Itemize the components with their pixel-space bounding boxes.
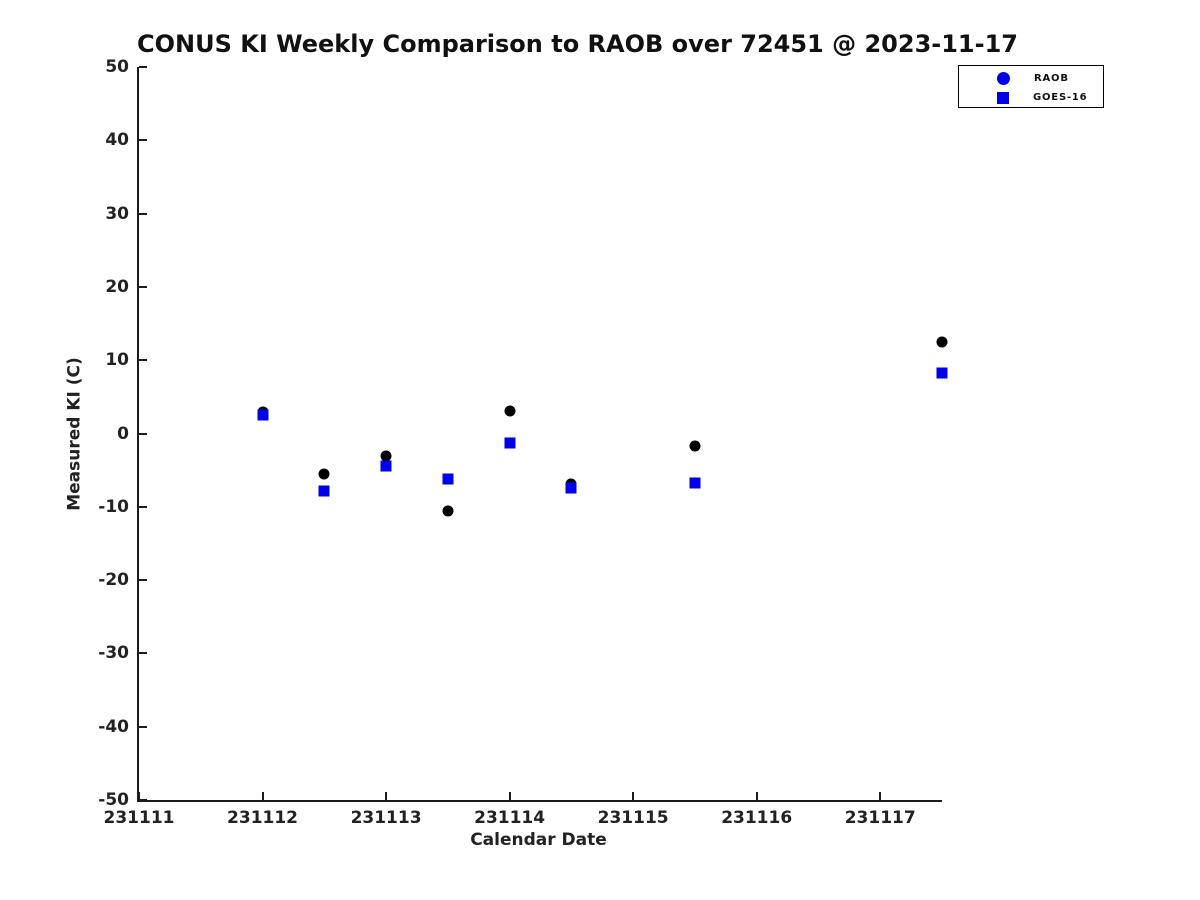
goes-16-legend-marker-icon [997,91,1009,104]
plot-area: 231111 231112 231113 231114 231115 231116 2311… [98,57,948,828]
legend: RAOB GOES-16 [958,65,1104,108]
goes-16-data-point [936,367,948,379]
y-axis-tick [139,505,147,508]
y-axis-tick [139,212,147,215]
x-axis-tick-label: 231112 [227,808,299,828]
x-axis-tick-label: 231116 [721,808,793,828]
x-axis-tick [385,792,388,800]
y-axis-tick [139,139,147,142]
goes-16-data-point [565,482,577,494]
x-axis-tick-label: 231117 [844,808,916,828]
y-axis-tick-label: 10 [105,350,129,371]
y-axis-tick-label: -30 [98,643,129,664]
legend-label-raob: RAOB [1034,73,1069,84]
y-axis-tick [139,66,147,68]
goes-16-data-point [442,473,454,485]
goes-16-data-point [689,477,701,489]
y-axis-tick-label: 0 [117,423,129,444]
y-axis-tick-label: -20 [98,570,129,591]
legend-label-goes-16: GOES-16 [1033,92,1088,103]
y-axis-tick-label: 40 [105,130,129,151]
raob-data-point [380,450,392,462]
y-axis-tick-label: 20 [105,276,129,297]
y-axis-tick [139,652,147,655]
y-axis-tick-label: -50 [98,790,129,810]
y-axis-tick-label: -10 [98,496,129,517]
goes-16-data-point [257,409,269,421]
y-axis-tick-label: 50 [105,57,129,77]
x-axis-tick-label: 231111 [103,808,175,828]
goes-16-data-point [380,460,392,472]
goes-16-data-point [318,485,330,497]
y-axis-tick [139,285,147,288]
raob-data-point [689,440,701,452]
raob-legend-marker-icon [997,72,1010,85]
x-axis-tick-label: 231114 [474,808,546,828]
y-axis-tick [139,359,147,362]
x-axis-label: Calendar Date [470,830,607,850]
x-axis-tick-label: 231115 [597,808,669,828]
y-axis-tick-label: -40 [98,716,129,737]
chart-title: CONUS KI Weekly Comparison to RAOB over … [137,30,1018,58]
x-axis-tick [138,792,140,800]
y-axis-tick-label: 30 [105,203,129,224]
legend-item-goes-16: GOES-16 [959,88,1103,107]
x-axis-tick [508,792,511,800]
y-axis-tick [139,579,147,582]
raob-data-point [442,505,454,517]
x-axis-tick [632,792,635,800]
goes-16-data-point [504,437,516,449]
legend-item-raob: RAOB [959,69,1103,88]
raob-data-point [318,468,330,480]
y-axis-tick [139,432,147,435]
x-axis-tick [879,792,882,800]
raob-data-point [504,405,516,417]
y-axis-tick [139,799,147,801]
raob-data-point [936,336,948,348]
x-axis-tick [261,792,264,800]
x-axis-tick-label: 231113 [350,808,422,828]
y-axis-label: Measured KI (C) [64,357,85,511]
x-axis-tick [755,792,758,800]
y-axis-tick [139,725,147,728]
